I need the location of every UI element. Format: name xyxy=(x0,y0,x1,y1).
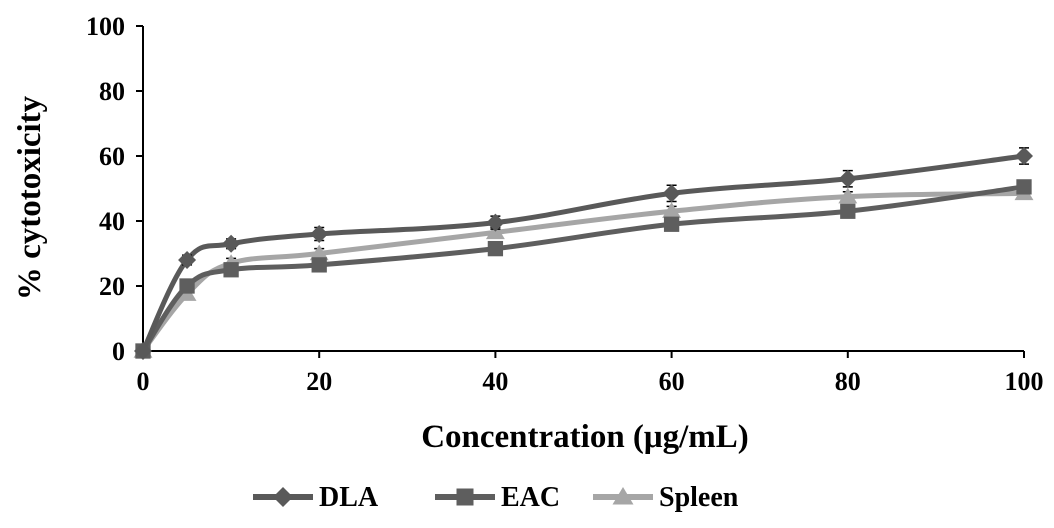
tick-labels: 0 20 40 60 80 100 0 20 40 60 80 100 xyxy=(86,12,1044,396)
legend-marker-spleen xyxy=(612,487,634,505)
x-tick-label: 60 xyxy=(659,367,685,396)
data-point-dla xyxy=(178,251,197,269)
data-point-dla xyxy=(134,342,152,360)
y-tick-label: 0 xyxy=(112,337,125,366)
axes xyxy=(136,25,1025,358)
x-tick-label: 100 xyxy=(1005,367,1044,396)
y-tick-label: 20 xyxy=(99,272,125,301)
data-point-dla xyxy=(222,234,241,253)
data-point-dla xyxy=(838,169,857,188)
data-point-eac xyxy=(663,216,680,232)
y-tick-label: 100 xyxy=(86,12,125,41)
x-tick-label: 40 xyxy=(482,367,508,396)
legend-item-eac: EAC xyxy=(435,482,560,513)
legend: DLA EAC Spleen xyxy=(253,482,739,513)
legend-marker-dla xyxy=(273,487,293,507)
series-dla xyxy=(134,147,1033,360)
data-point-eac xyxy=(311,257,327,273)
data-point-eac xyxy=(840,203,856,219)
legend-label-dla: DLA xyxy=(319,482,379,513)
y-tick-label: 40 xyxy=(99,207,125,236)
legend-label-eac: EAC xyxy=(501,482,560,513)
legend-item-dla: DLA xyxy=(253,482,379,513)
data-point-spleen xyxy=(662,202,682,218)
data-point-eac xyxy=(223,262,239,278)
x-axis-title: Concentration (μg/mL) xyxy=(421,419,749,455)
data-point-eac xyxy=(487,240,504,257)
series-line-eac xyxy=(140,184,1025,353)
data-point-dla xyxy=(1015,147,1033,165)
series-line-spleen xyxy=(141,190,1025,353)
y-tick-label: 60 xyxy=(99,142,125,171)
data-point-dla xyxy=(310,225,329,243)
series-group xyxy=(133,147,1034,360)
legend-item-spleen: Spleen xyxy=(593,482,739,513)
data-point-spleen xyxy=(838,187,858,204)
x-tick-label: 0 xyxy=(137,367,150,396)
data-point-dla xyxy=(486,213,505,232)
legend-marker-eac xyxy=(456,488,474,506)
x-tick-label: 20 xyxy=(306,367,332,396)
y-axis-title: % cytotoxicity xyxy=(12,95,48,300)
series-line-dla xyxy=(140,153,1025,353)
data-point-dla xyxy=(662,184,681,203)
legend-label-spleen: Spleen xyxy=(659,482,739,513)
data-point-eac xyxy=(179,278,195,294)
x-tick-label: 80 xyxy=(835,367,861,396)
data-point-spleen xyxy=(309,244,329,261)
y-tick-label: 80 xyxy=(99,77,125,106)
data-point-eac xyxy=(1016,179,1032,195)
